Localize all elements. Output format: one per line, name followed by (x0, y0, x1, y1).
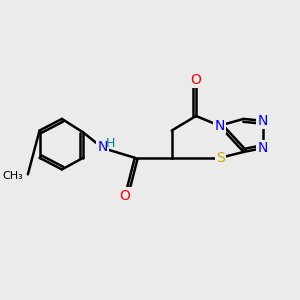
Text: O: O (190, 73, 202, 87)
Text: H: H (106, 137, 115, 150)
Text: CH₃: CH₃ (2, 171, 23, 181)
Text: S: S (216, 151, 225, 165)
Text: N: N (258, 114, 268, 128)
Text: N: N (98, 140, 108, 154)
Text: N: N (214, 119, 224, 133)
Text: N: N (258, 141, 268, 155)
Text: O: O (120, 189, 130, 203)
